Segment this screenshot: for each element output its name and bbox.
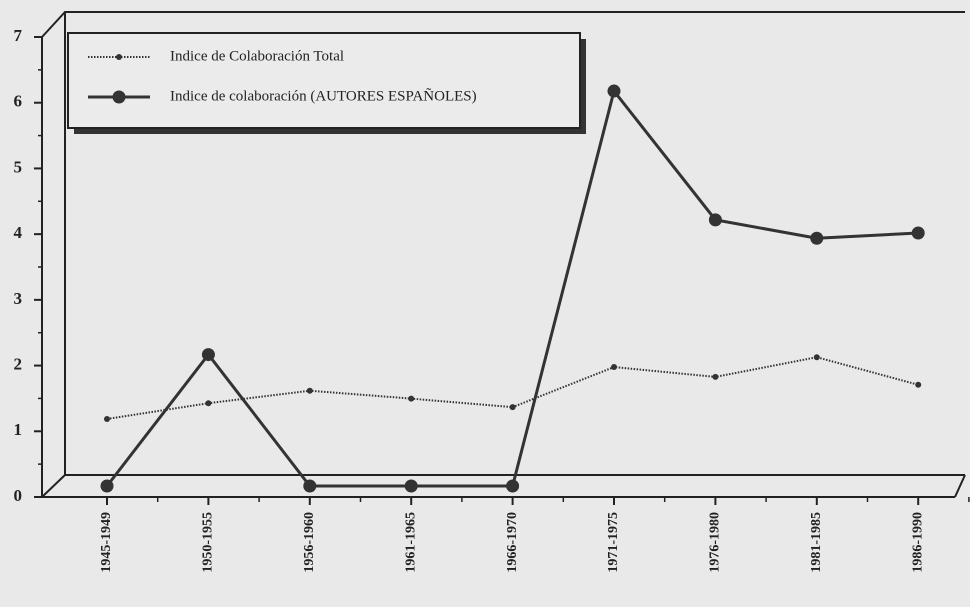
y-tick-label: 0 (14, 486, 23, 505)
point (205, 400, 212, 407)
point (306, 387, 313, 394)
series-line (105, 87, 919, 488)
y-tick-label: 7 (14, 26, 23, 45)
x-tick-label: 1971-1975 (606, 512, 621, 573)
x-tick-label: 1981-1985 (809, 512, 824, 573)
point (810, 231, 824, 245)
point (708, 213, 722, 227)
y-tick-label: 2 (14, 354, 23, 373)
floor-left (41, 474, 66, 498)
point (611, 364, 617, 371)
point (911, 226, 925, 240)
point (813, 354, 820, 361)
legend-marker (112, 90, 126, 104)
point (100, 479, 114, 493)
legend-marker (116, 54, 122, 60)
x-tick-label: 1950-1955 (201, 512, 216, 573)
point (509, 404, 516, 411)
point (104, 415, 110, 422)
y-tick-label: 5 (14, 157, 23, 176)
floor-right (954, 474, 966, 498)
y-tick-label: 3 (14, 289, 23, 308)
y-tick-label: 6 (14, 92, 23, 111)
point (607, 84, 621, 98)
legend-label: Indice de colaboración (AUTORES ESPAÑOLE… (170, 88, 477, 104)
x-tick-label: 1986-1990 (910, 512, 925, 573)
x-tick-label: 1945-1949 (99, 512, 114, 573)
legend (67, 32, 586, 134)
point (201, 348, 215, 362)
point (404, 479, 418, 493)
x-tick-label: 1961-1965 (403, 512, 418, 573)
x-tick-label: 1966-1970 (505, 512, 520, 573)
frame (41, 11, 966, 498)
point (712, 373, 719, 380)
y-tick-label: 1 (14, 420, 23, 439)
legend-box (67, 32, 581, 129)
legend-label: Indice de Colaboración Total (170, 48, 344, 64)
point (408, 395, 415, 402)
point (915, 381, 922, 388)
point (506, 479, 520, 493)
point (303, 479, 317, 493)
y-tick-label: 4 (14, 223, 23, 242)
x-tick-label: 1976-1980 (708, 512, 723, 573)
x-tick-label: 1956-1960 (302, 512, 317, 573)
